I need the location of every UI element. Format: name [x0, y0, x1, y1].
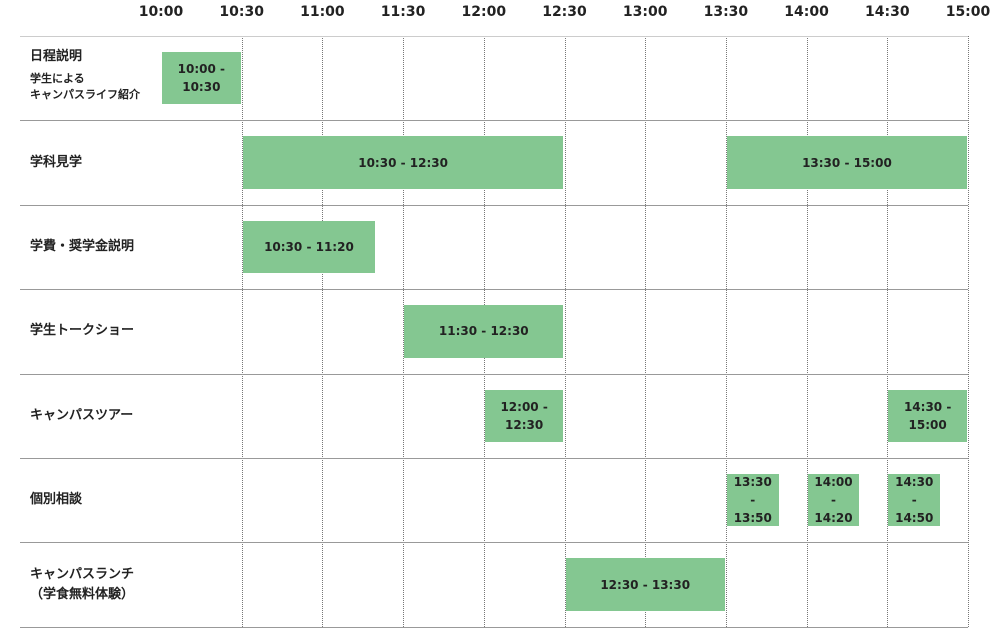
grid-line [241, 36, 243, 627]
time-label: 11:30 [380, 4, 426, 20]
session-block: 13:30 - 13:50 [726, 474, 779, 527]
grid-line [725, 36, 727, 627]
session-block: 11:30 - 12:30 [404, 305, 564, 358]
session-block: 14:30 - 15:00 [888, 389, 967, 442]
session-block: 12:00 - 12:30 [484, 389, 564, 442]
row-label: 個別相談 [30, 492, 83, 508]
row-label: キャンパスツアー [30, 407, 134, 423]
time-label: 11:00 [300, 4, 345, 20]
grid-line [968, 36, 969, 627]
row-sublabel: 学生による [30, 72, 85, 85]
grid-line [322, 36, 324, 627]
row-divider [20, 204, 968, 206]
session-block: 10:00 - 10:30 [162, 52, 241, 105]
row-sublabel: キャンパスライフ紹介 [30, 88, 140, 101]
grid-line [564, 36, 566, 627]
row-label: 学科見学 [30, 154, 83, 170]
time-label: 12:30 [542, 4, 587, 20]
row-divider [20, 626, 968, 628]
time-label: 15:00 [945, 4, 991, 20]
row-divider [20, 289, 968, 291]
time-label: 13:00 [622, 4, 668, 20]
session-block: 10:30 - 11:20 [242, 220, 376, 274]
session-block: 13:30 - 15:00 [726, 136, 967, 189]
row-divider [20, 542, 968, 544]
row-label: 学生トークショー [30, 323, 135, 339]
grid-line [645, 36, 647, 627]
row-divider [20, 373, 968, 375]
session-block: 14:00 - 14:20 [807, 474, 860, 527]
time-label: 10:00 [138, 4, 184, 20]
session-block: 10:30 - 12:30 [242, 136, 564, 189]
time-label: 12:00 [461, 4, 507, 20]
row-divider [20, 458, 968, 459]
grid-line [806, 36, 808, 627]
grid-line [403, 36, 405, 627]
time-label: 13:30 [703, 4, 749, 20]
time-label: 14:30 [865, 4, 910, 20]
row-divider [20, 36, 968, 37]
row-label: 日程説明 [30, 49, 83, 64]
row-label: （学食無料体験） [30, 586, 135, 602]
row-divider [20, 120, 968, 122]
grid-line [887, 36, 889, 627]
row-label: キャンパスランチ [30, 566, 135, 582]
session-block: 14:30 - 14:50 [888, 474, 941, 527]
session-block: 12:30 - 13:30 [565, 558, 725, 611]
time-label: 10:30 [219, 4, 264, 20]
row-label: 学費・奨学金説明 [30, 239, 135, 254]
time-label: 14:00 [784, 4, 829, 20]
